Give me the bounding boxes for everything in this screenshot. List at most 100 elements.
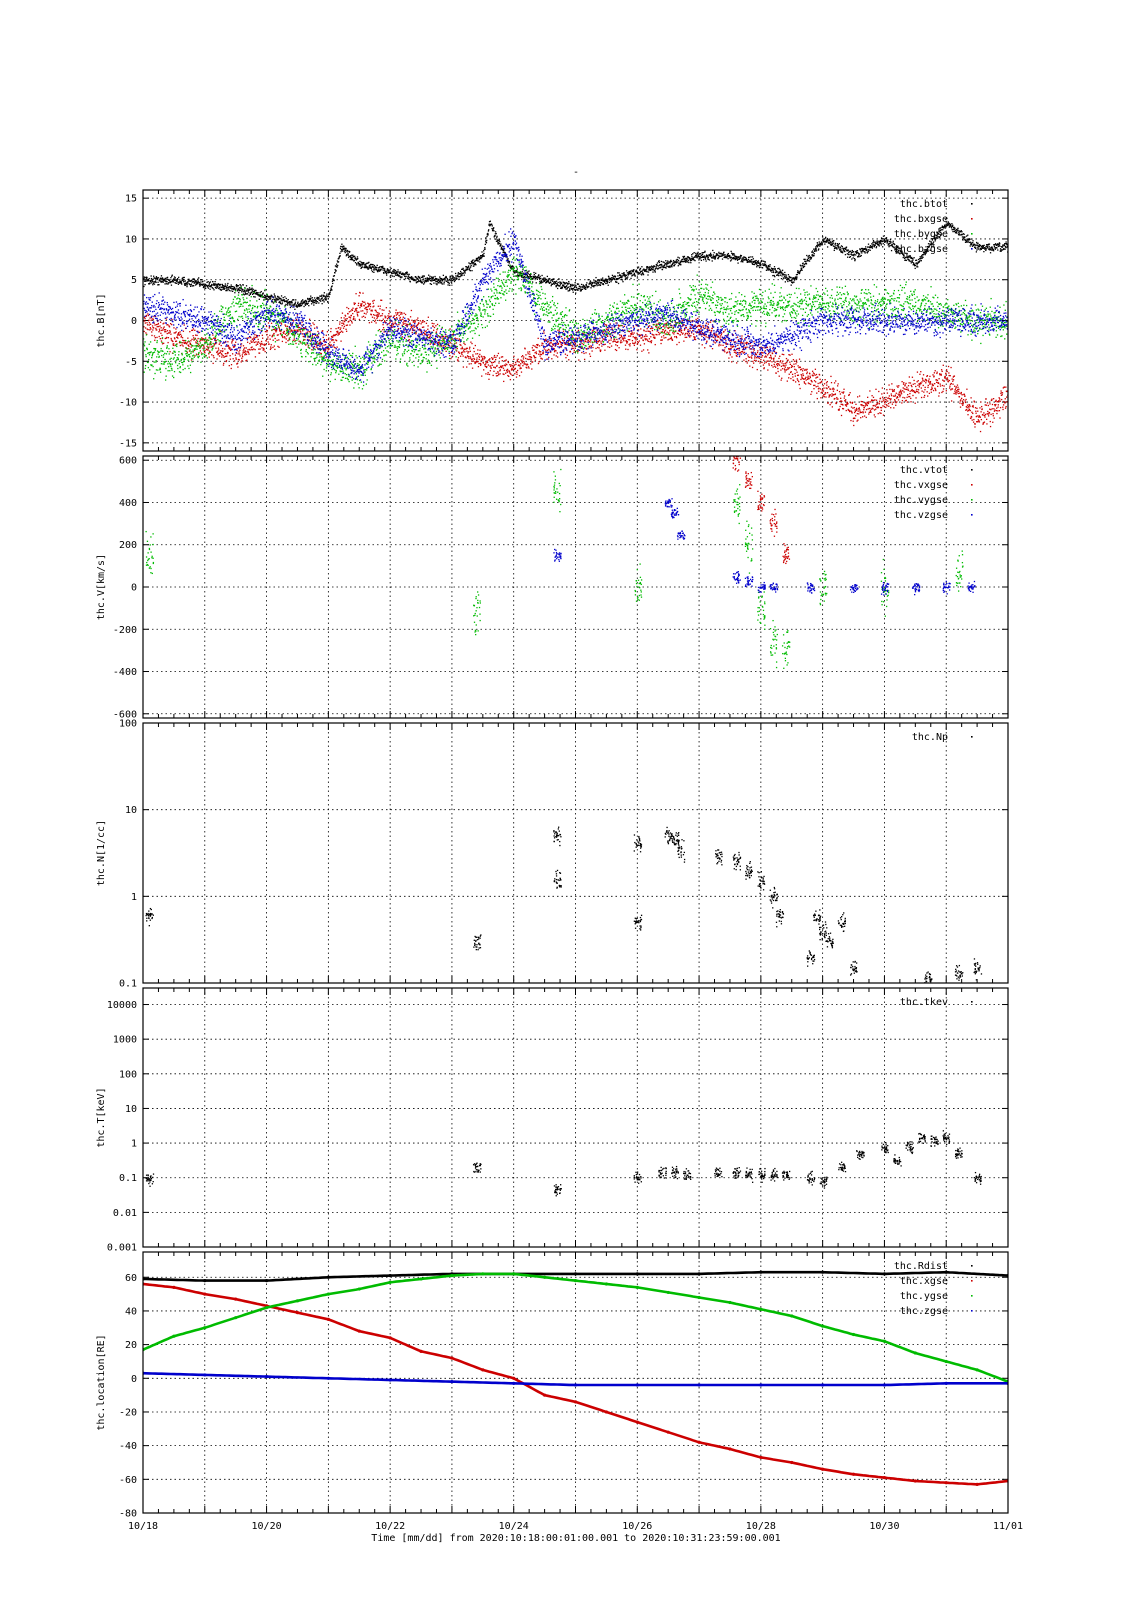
- data-point: [369, 303, 371, 305]
- data-point: [318, 343, 321, 345]
- data-point: [788, 277, 790, 280]
- data-point: [438, 281, 441, 283]
- data-point: [1001, 246, 1003, 248]
- data-point: [883, 239, 885, 242]
- data-point: [739, 256, 741, 258]
- data-point: [615, 281, 617, 283]
- data-point: [450, 345, 453, 347]
- data-point: [417, 280, 419, 283]
- data-point: [475, 259, 477, 262]
- data-point: [156, 329, 158, 331]
- data-point: [451, 282, 453, 284]
- data-point: [697, 251, 699, 254]
- data-point: [329, 293, 331, 295]
- data-point: [651, 268, 654, 271]
- data-point: [923, 253, 925, 255]
- data-point: [944, 227, 947, 229]
- data-point: [372, 269, 375, 271]
- data-point: [215, 343, 217, 345]
- data-point: [348, 250, 350, 252]
- data-point: [701, 254, 703, 256]
- data-point: [603, 344, 605, 346]
- data-point: [427, 274, 430, 276]
- data-point: [513, 271, 515, 273]
- data-point: [362, 263, 364, 265]
- data-point: [496, 237, 498, 239]
- data-point: [294, 301, 297, 303]
- data-point: [530, 357, 533, 359]
- data-point: [242, 345, 245, 347]
- data-point: [997, 249, 999, 251]
- data-point: [804, 260, 806, 262]
- data-point: [290, 302, 292, 304]
- data-point: [904, 256, 906, 259]
- data-point: [354, 302, 356, 305]
- data-point: [164, 278, 166, 281]
- data-point: [400, 276, 402, 278]
- data-point: [802, 266, 805, 269]
- data-point: [396, 313, 399, 315]
- data-point: [263, 296, 265, 299]
- data-point: [750, 256, 752, 258]
- data-point: [699, 253, 701, 255]
- data-point: [288, 304, 290, 306]
- data-point: [518, 274, 520, 277]
- data-point: [749, 260, 751, 262]
- data-point: [924, 253, 926, 256]
- data-point: [270, 344, 272, 346]
- data-point: [656, 262, 659, 264]
- data-point: [555, 342, 557, 344]
- data-point: [329, 291, 331, 293]
- data-point: [416, 278, 418, 280]
- data-point: [679, 262, 682, 264]
- data-point: [307, 302, 309, 304]
- data-point: [931, 243, 933, 246]
- data-point: [158, 325, 160, 328]
- data-point: [189, 342, 192, 344]
- data-point: [933, 243, 935, 246]
- data-point: [325, 295, 328, 297]
- data-point: [550, 279, 552, 282]
- data-point: [985, 248, 988, 250]
- data-point: [166, 276, 169, 279]
- data-point: [415, 280, 417, 282]
- data-point: [321, 294, 323, 296]
- data-point: [258, 298, 260, 300]
- data-point: [233, 346, 235, 348]
- data-point: [143, 326, 145, 328]
- data-point: [274, 337, 276, 340]
- data-point: [312, 299, 314, 301]
- data-point: [655, 265, 657, 268]
- data-point: [503, 373, 505, 376]
- data-point: [1000, 250, 1002, 252]
- data-point: [351, 308, 353, 311]
- data-point: [396, 272, 398, 274]
- data-point: [152, 282, 155, 284]
- data-point: [228, 364, 230, 367]
- data-point: [231, 290, 234, 292]
- data-point: [485, 373, 487, 375]
- data-point: [272, 302, 275, 304]
- data-point: [429, 335, 431, 338]
- data-point: [207, 285, 209, 287]
- data-point: [246, 288, 249, 290]
- data-point: [987, 243, 990, 245]
- data-point: [935, 234, 937, 236]
- data-point: [148, 277, 150, 280]
- data-point: [457, 359, 459, 361]
- data-point: [211, 287, 213, 289]
- data-point: [894, 248, 897, 250]
- data-point: [453, 343, 456, 345]
- data-point: [538, 350, 540, 352]
- data-point: [281, 340, 284, 343]
- data-point: [183, 342, 185, 344]
- data-point: [403, 329, 406, 331]
- data-point: [356, 312, 358, 314]
- data-point: [566, 285, 568, 287]
- data-point: [615, 280, 617, 283]
- data-point: [256, 293, 258, 295]
- data-point: [267, 298, 269, 301]
- data-point: [237, 287, 239, 290]
- data-point: [479, 349, 481, 351]
- data-point: [639, 268, 641, 270]
